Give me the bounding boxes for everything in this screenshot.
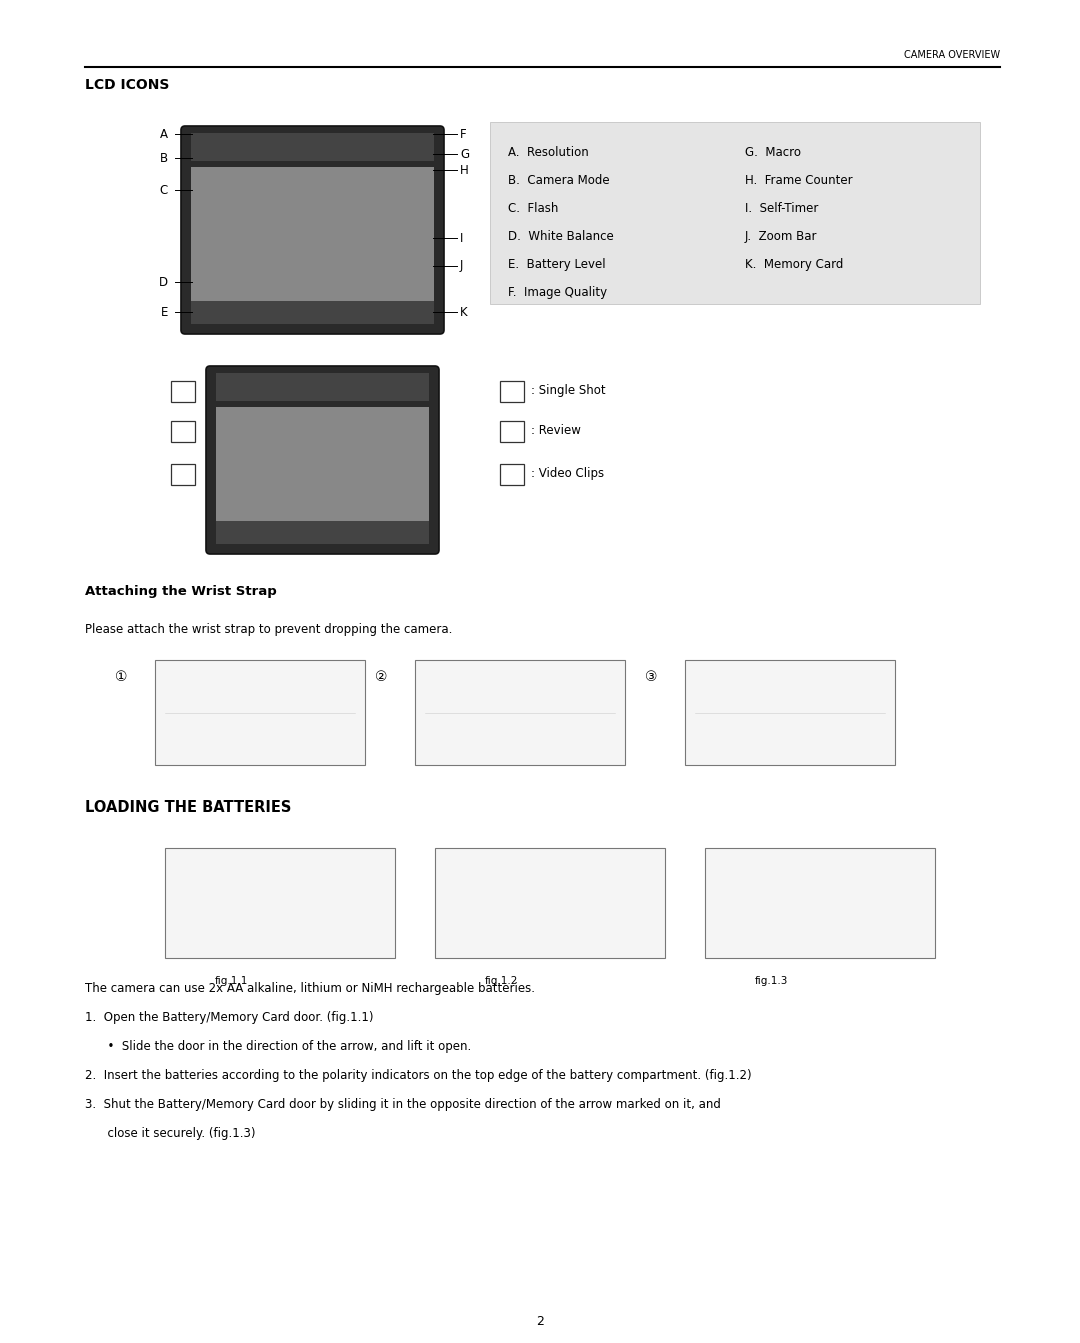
Text: B.  Camera Mode: B. Camera Mode [508, 175, 609, 187]
Bar [705, 847, 935, 958]
Text: D: D [159, 275, 168, 289]
Text: Attaching the Wrist Strap: Attaching the Wrist Strap [85, 586, 276, 598]
Bar [216, 521, 429, 544]
Text: LOADING THE BATTERIES: LOADING THE BATTERIES [85, 800, 292, 815]
Text: H: H [460, 164, 469, 176]
FancyBboxPatch shape [500, 381, 524, 402]
Text: J.  Zoom Bar: J. Zoom Bar [745, 230, 818, 243]
Text: fig.1.3: fig.1.3 [755, 976, 788, 986]
Text: G.  Macro: G. Macro [745, 146, 801, 158]
Bar [191, 167, 434, 301]
Text: I.  Self-Timer: I. Self-Timer [745, 201, 819, 215]
Text: J: J [460, 259, 463, 273]
Bar [415, 659, 625, 766]
Bar [216, 373, 429, 402]
Text: 2.  Insert the batteries according to the polarity indicators on the top edge of: 2. Insert the batteries according to the… [85, 1069, 752, 1082]
Text: 3.  Shut the Battery/Memory Card door by sliding it in the opposite direction of: 3. Shut the Battery/Memory Card door by … [85, 1099, 720, 1111]
Text: C: C [160, 184, 168, 196]
Text: K.  Memory Card: K. Memory Card [745, 258, 843, 271]
Bar [435, 847, 665, 958]
Text: B: B [160, 152, 168, 164]
Text: D.  White Balance: D. White Balance [508, 230, 613, 243]
Text: A.  Resolution: A. Resolution [508, 146, 589, 158]
Text: : Video Clips: : Video Clips [531, 467, 604, 479]
Text: G: G [460, 148, 469, 161]
Text: I: I [460, 231, 463, 244]
FancyBboxPatch shape [171, 463, 195, 485]
Bar [216, 407, 429, 521]
FancyBboxPatch shape [171, 420, 195, 442]
Text: 2: 2 [536, 1315, 544, 1328]
FancyBboxPatch shape [500, 463, 524, 485]
Text: E: E [161, 305, 168, 318]
Text: F: F [460, 128, 467, 141]
Text: fig.1.1: fig.1.1 [215, 976, 248, 986]
Text: The camera can use 2x AA alkaline, lithium or NiMH rechargeable batteries.: The camera can use 2x AA alkaline, lithi… [85, 982, 535, 995]
Text: H.  Frame Counter: H. Frame Counter [745, 175, 852, 187]
Text: A: A [160, 128, 168, 141]
Text: : Review: : Review [531, 424, 581, 436]
Bar [191, 301, 434, 324]
FancyBboxPatch shape [181, 126, 444, 334]
Text: ③: ③ [645, 670, 658, 684]
Text: 1.  Open the Battery/Memory Card door. (fig.1.1): 1. Open the Battery/Memory Card door. (f… [85, 1011, 374, 1023]
Bar [165, 847, 395, 958]
Text: F.  Image Quality: F. Image Quality [508, 286, 607, 299]
Text: •  Slide the door in the direction of the arrow, and lift it open.: • Slide the door in the direction of the… [85, 1039, 471, 1053]
Text: C.  Flash: C. Flash [508, 201, 558, 215]
Text: E.  Battery Level: E. Battery Level [508, 258, 606, 271]
Text: LCD ICONS: LCD ICONS [85, 78, 170, 93]
Text: close it securely. (fig.1.3): close it securely. (fig.1.3) [85, 1127, 256, 1140]
Text: ②: ② [375, 670, 388, 684]
Bar [685, 659, 895, 766]
Text: Please attach the wrist strap to prevent dropping the camera.: Please attach the wrist strap to prevent… [85, 623, 453, 637]
Bar [490, 122, 980, 304]
Text: fig.1.2: fig.1.2 [485, 976, 518, 986]
Text: ①: ① [114, 670, 127, 684]
Bar [191, 133, 434, 161]
FancyBboxPatch shape [206, 367, 438, 555]
Text: CAMERA OVERVIEW: CAMERA OVERVIEW [904, 50, 1000, 60]
FancyBboxPatch shape [171, 381, 195, 402]
FancyBboxPatch shape [500, 420, 524, 442]
Text: : Single Shot: : Single Shot [531, 384, 606, 398]
Text: K: K [460, 305, 468, 318]
Bar [156, 659, 365, 766]
